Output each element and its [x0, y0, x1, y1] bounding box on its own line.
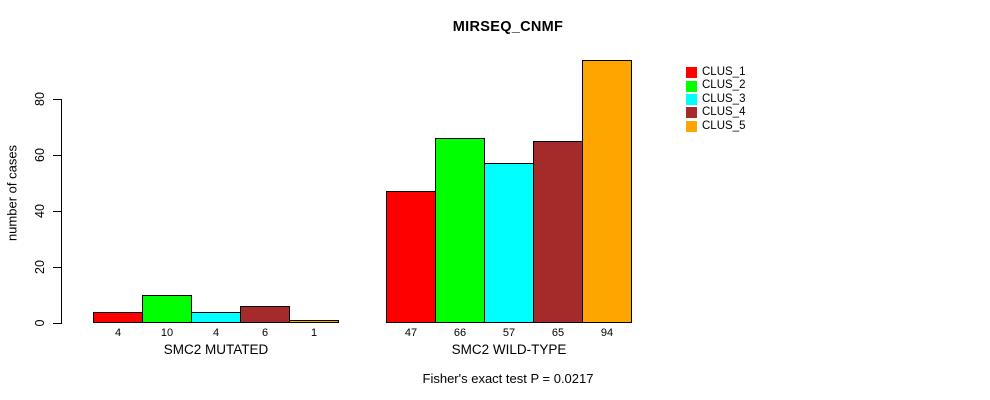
y-axis-tick-label: 80 — [33, 92, 47, 106]
y-axis-tick — [53, 267, 61, 268]
bar-value-label: 1 — [310, 327, 318, 339]
bar-value-label: 10 — [160, 327, 174, 339]
y-axis-tick-label: 0 — [33, 319, 47, 327]
legend-swatch — [686, 120, 697, 132]
legend-label: CLUS_3 — [702, 92, 746, 105]
y-axis-tick — [53, 211, 61, 212]
legend-item: CLUS_1 — [686, 66, 745, 79]
bar — [142, 295, 192, 323]
legend-swatch — [686, 67, 697, 79]
bar-value-label: 57 — [502, 327, 516, 339]
legend-item: CLUS_3 — [686, 93, 745, 106]
y-axis-tick — [53, 99, 61, 100]
legend-label: CLUS_4 — [702, 106, 746, 119]
legend-label: CLUS_1 — [702, 66, 746, 78]
legend-item: CLUS_2 — [686, 79, 745, 92]
bar — [289, 320, 339, 323]
bar-value-label: 65 — [551, 327, 565, 339]
legend-item: CLUS_5 — [686, 120, 745, 133]
group-label: SMC2 MUTATED — [163, 342, 269, 357]
legend-item: CLUS_4 — [686, 106, 745, 119]
bar — [191, 312, 241, 323]
y-axis-line — [61, 99, 62, 324]
bar — [484, 163, 534, 323]
bar — [582, 60, 632, 323]
chart-title: MIRSEQ_CNMF — [452, 19, 564, 35]
bar-value-label: 66 — [453, 327, 467, 339]
y-axis-label: number of cases — [4, 144, 20, 242]
y-axis-tick — [53, 323, 61, 324]
bar — [386, 191, 436, 323]
bar-value-label: 4 — [114, 327, 122, 339]
group-label: SMC2 WILD-TYPE — [451, 342, 567, 357]
y-axis-tick — [53, 155, 61, 156]
y-axis-tick-label: 40 — [33, 204, 47, 218]
y-axis-tick-label: 60 — [33, 148, 47, 162]
legend-swatch — [686, 107, 697, 119]
bar-value-label: 6 — [261, 327, 269, 339]
legend-swatch — [686, 93, 697, 105]
bar — [533, 141, 583, 323]
annotation-text: Fisher's exact test P = 0.0217 — [422, 371, 594, 386]
legend: CLUS_1 CLUS_2 CLUS_3 CLUS_4 CLUS_5 — [686, 66, 745, 133]
bar-value-label: 47 — [404, 327, 418, 339]
y-axis-tick-label: 20 — [33, 260, 47, 274]
bar-value-label: 4 — [212, 327, 220, 339]
bar — [93, 312, 143, 323]
legend-label: CLUS_2 — [702, 79, 746, 92]
bar — [240, 306, 290, 323]
legend-swatch — [686, 80, 697, 92]
bar-value-label: 94 — [600, 327, 614, 339]
legend-label: CLUS_5 — [702, 119, 746, 132]
bar — [435, 138, 485, 323]
